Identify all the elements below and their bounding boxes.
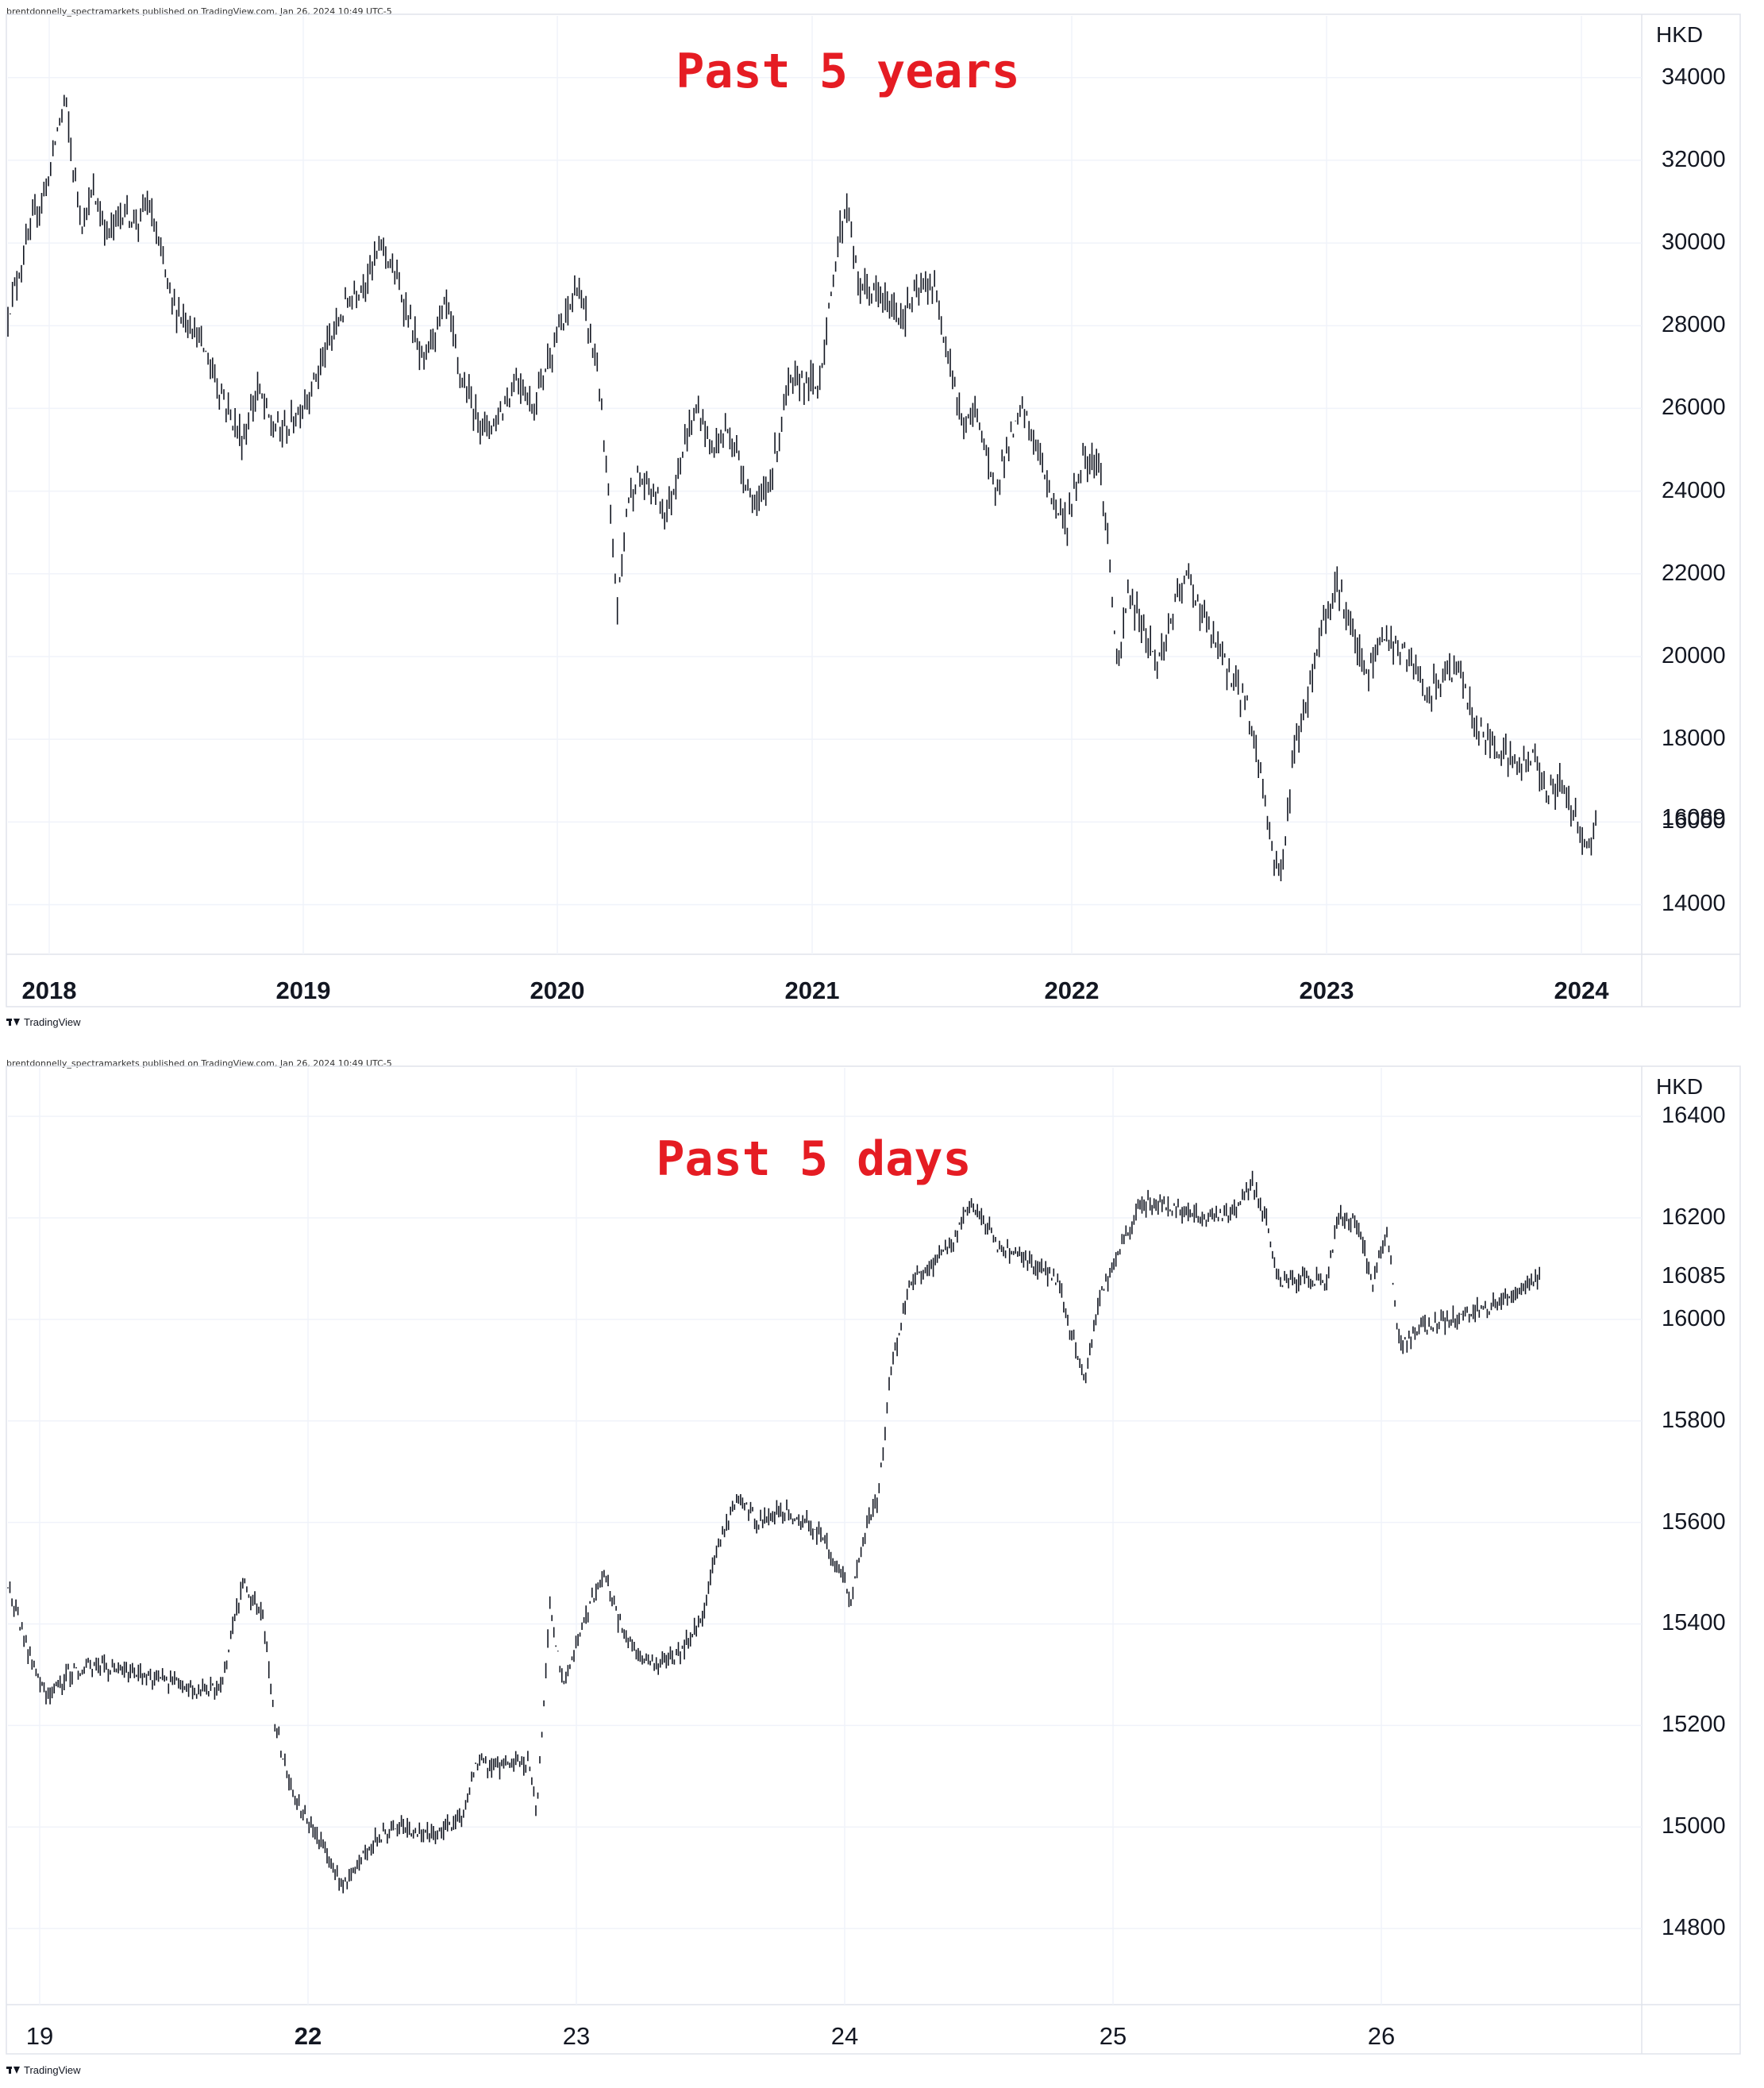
x-tick-label: 22 [294, 2022, 322, 2050]
y-tick-label: 16200 [1662, 1204, 1726, 1231]
x-tick-label: 2021 [784, 977, 840, 1004]
y-tick-label: 18000 [1662, 726, 1726, 752]
brand: TradingView [6, 1016, 81, 1028]
x-tick-label: 24 [830, 2022, 859, 2050]
tradingview-logo-icon [6, 1019, 21, 1026]
y-tick-label: 32000 [1662, 146, 1726, 172]
x-tick-label: 23 [562, 2022, 591, 2050]
x-tick-label: 2020 [530, 977, 585, 1004]
y-tick-label: 34000 [1662, 64, 1726, 90]
y-tick-label: 22000 [1662, 560, 1726, 586]
x-tick-label: 26 [1367, 2022, 1396, 2050]
x-tick-label: 2023 [1299, 977, 1354, 1004]
y-tick-label: 30000 [1662, 229, 1726, 256]
y-tick-label: 15400 [1662, 1610, 1726, 1636]
y-tick-label: 16000 [1662, 808, 1726, 834]
brand: TradingView [6, 2064, 81, 2076]
price-series [7, 1170, 1540, 1893]
ohlc-bars [7, 1170, 1540, 1893]
ohlc-bars [7, 94, 1596, 881]
x-tick-label: 2018 [21, 977, 77, 1004]
chart-frame [6, 13, 1741, 1007]
tradingview-logo-icon [6, 2067, 21, 2074]
price-series [7, 94, 1596, 881]
y-tick-label: 26000 [1662, 395, 1726, 421]
chart-5y-svg[interactable] [0, 0, 1764, 1040]
chart-title: Past 5 years [676, 44, 1020, 99]
chart-panel-5d: brentdonnelly_spectramarkets published o… [0, 1052, 1764, 2088]
chart-panel-5y: brentdonnelly_spectramarkets published o… [0, 0, 1764, 1040]
y-tick-label: 15800 [1662, 1407, 1726, 1433]
last-price-label: 16089 [1662, 804, 1726, 830]
x-tick-label: 25 [1099, 2022, 1127, 2050]
x-tick-label: 2019 [275, 977, 331, 1004]
last-price-label: 16085 [1662, 1262, 1726, 1289]
price-unit: HKD [1656, 1074, 1704, 1099]
y-tick-label: 16000 [1662, 1305, 1726, 1331]
y-tick-label: 15600 [1662, 1508, 1726, 1535]
brand-label: TradingView [24, 1016, 81, 1028]
y-tick-label: 14800 [1662, 1915, 1726, 1941]
chart-5d-svg[interactable] [0, 1052, 1764, 2088]
y-tick-label: 16400 [1662, 1103, 1726, 1129]
chart-title: Past 5 days [656, 1131, 972, 1187]
y-tick-label: 28000 [1662, 312, 1726, 338]
y-tick-label: 15000 [1662, 1813, 1726, 1840]
y-tick-label: 20000 [1662, 642, 1726, 668]
x-tick-label: 2024 [1554, 977, 1609, 1004]
chart-frame [6, 1065, 1741, 2055]
price-unit: HKD [1656, 22, 1704, 47]
x-tick-label: 19 [25, 2022, 54, 2050]
y-tick-label: 15200 [1662, 1712, 1726, 1738]
x-tick-label: 2022 [1044, 977, 1100, 1004]
y-tick-label: 14000 [1662, 891, 1726, 917]
brand-label: TradingView [24, 2064, 81, 2076]
y-tick-label: 24000 [1662, 477, 1726, 503]
